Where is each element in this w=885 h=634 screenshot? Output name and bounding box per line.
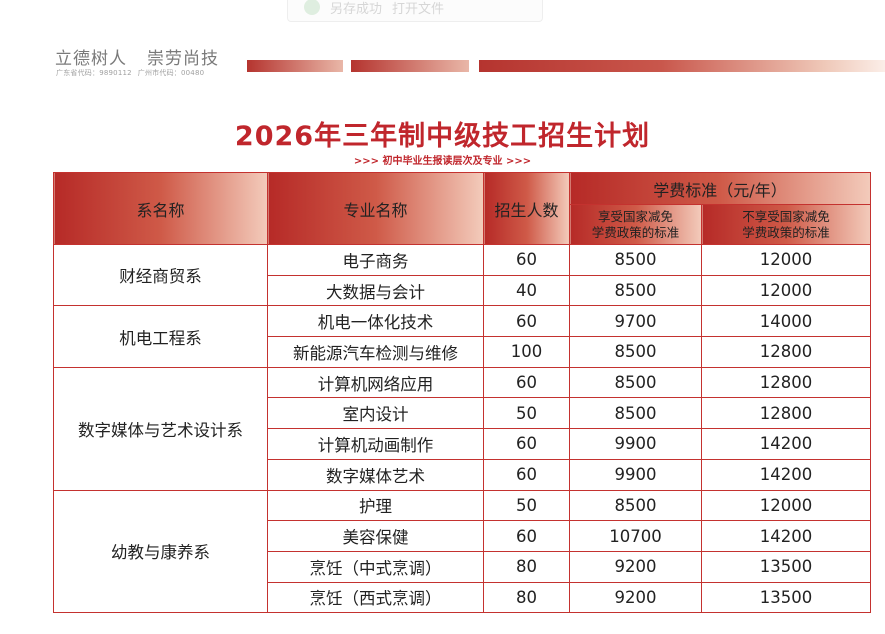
- enrollment-cell: 50: [483, 397, 570, 430]
- header-fee-reduced: 享受国家减免 学费政策的标准: [569, 204, 702, 245]
- motto-left: 立德树人: [55, 49, 127, 69]
- ghost-toolbar-item: 打开文件: [392, 1, 445, 17]
- enrollment-cell: 100: [483, 336, 570, 368]
- fee-reduced-cell: 9900: [569, 458, 702, 491]
- fee-full-cell: 13500: [701, 581, 871, 614]
- table-body: 财经商贸系 电子商务 60 8500 12000 大数据与会计 40 8500 …: [53, 243, 871, 614]
- table-row: 幼教与康养系 护理 50 8500 12000: [53, 489, 871, 614]
- department-cell: 财经商贸系: [53, 243, 268, 307]
- province-code: 广东省代码：9890112: [56, 69, 132, 77]
- table-header: 系名称 专业名称 招生人数 学费标准（元/年） 享受国家减免 学费政策的标准 不…: [53, 172, 871, 245]
- enrollment-cell: 60: [483, 305, 570, 338]
- major-cell: 烹饪（西式烹调）: [267, 581, 484, 614]
- fee-reduced-cell: 8500: [569, 336, 702, 368]
- table-row: 数字媒体艺术 60 9900 14200: [54, 458, 871, 491]
- header-fee-full-line: 不享受国家减免: [742, 208, 830, 224]
- fee-full-cell: 14200: [701, 428, 871, 460]
- city-code: 广州市代码：00480: [137, 69, 205, 77]
- header-fee: 学费标准（元/年）: [569, 172, 871, 205]
- fee-full-cell: 12800: [701, 397, 871, 430]
- fee-full-cell: 12800: [701, 336, 871, 368]
- motto-right: 崇劳尚技: [147, 49, 219, 69]
- enrollment-cell: 40: [483, 274, 570, 307]
- page-subtitle: >>> 初中毕业生报读层次及专业 >>>: [353, 156, 532, 167]
- major-cell: 计算机网络应用: [267, 366, 484, 399]
- fee-full-cell: 14200: [701, 458, 871, 491]
- page-title: 2026年三年制中级技工招生计划: [234, 121, 651, 152]
- header-enrollment: 招生人数: [483, 172, 570, 245]
- fee-reduced-cell: 9200: [569, 550, 702, 583]
- header-department: 系名称: [53, 172, 268, 245]
- enrollment-cell: 60: [483, 520, 570, 552]
- ghost-toolbar-item: 另存成功: [330, 1, 383, 17]
- fee-reduced-cell: 8500: [569, 366, 702, 399]
- fee-reduced-cell: 9200: [569, 581, 702, 614]
- major-cell: 大数据与会计: [267, 274, 484, 307]
- fee-reduced-cell: 8500: [569, 244, 702, 276]
- fee-full-cell: 12800: [701, 366, 871, 399]
- enrollment-cell: 60: [483, 428, 570, 460]
- fee-full-cell: 14200: [701, 520, 871, 552]
- ghost-toolbar: 另存成功 打开文件: [287, 0, 543, 22]
- major-cell: 新能源汽车检测与维修: [267, 336, 484, 368]
- major-cell: 室内设计: [267, 397, 484, 430]
- fee-full-cell: 13500: [701, 550, 871, 583]
- enrollment-table: 系名称 专业名称 招生人数 学费标准（元/年） 享受国家减免 学费政策的标准 不…: [53, 172, 871, 614]
- school-motto: 立德树人 崇劳尚技: [55, 44, 219, 69]
- major-cell: 数字媒体艺术: [267, 458, 484, 491]
- fee-full-cell: 12000: [701, 489, 871, 522]
- major-cell: 美容保健: [267, 520, 484, 552]
- department-cell: 机电工程系: [53, 305, 268, 368]
- header-fee-reduced-line: 学费政策的标准: [591, 224, 680, 240]
- table-row: 美容保健 60 10700 14200: [54, 520, 871, 552]
- decor-stripe: [479, 60, 885, 72]
- header-fee-reduced-line: 享受国家减免: [597, 208, 673, 224]
- table-row: 机电工程系 机电一体化技术 60 9700 14000: [53, 305, 871, 368]
- enrollment-cell: 50: [483, 489, 570, 522]
- enrollment-cell: 60: [483, 244, 570, 276]
- school-codes: 广东省代码：9890112 广州市代码：00480: [56, 68, 204, 78]
- check-icon: [304, 0, 320, 15]
- table-row: 计算机动画制作 60 9900 14200: [54, 428, 871, 460]
- fee-reduced-cell: 9700: [569, 305, 702, 338]
- table-row: 烹饪（中式烹调） 80 9200 13500: [54, 550, 871, 583]
- header-fee-full: 不享受国家减免 学费政策的标准: [701, 204, 871, 245]
- table-row: 数字媒体与艺术设计系 计算机网络应用 60 8500 12800: [53, 366, 871, 491]
- table-row: 财经商贸系 电子商务 60 8500 12000: [53, 243, 871, 307]
- major-cell: 护理: [267, 489, 484, 522]
- major-cell: 烹饪（中式烹调）: [267, 550, 484, 583]
- header-fee-full-line: 学费政策的标准: [742, 224, 830, 240]
- department-cell: 幼教与康养系: [53, 489, 268, 614]
- department-cell: 数字媒体与艺术设计系: [53, 366, 268, 491]
- header-major: 专业名称: [267, 172, 484, 245]
- fee-reduced-cell: 10700: [569, 520, 702, 552]
- table-row: 大数据与会计 40 8500 12000: [54, 274, 871, 307]
- fee-full-cell: 12000: [701, 244, 871, 276]
- major-cell: 机电一体化技术: [267, 305, 484, 338]
- fee-full-cell: 12000: [701, 274, 871, 307]
- fee-full-cell: 14000: [701, 305, 871, 338]
- major-cell: 计算机动画制作: [267, 428, 484, 460]
- fee-reduced-cell: 8500: [569, 397, 702, 430]
- table-row: 新能源汽车检测与维修 100 8500 12800: [54, 336, 871, 368]
- major-cell: 电子商务: [267, 244, 484, 276]
- enrollment-cell: 80: [483, 550, 570, 583]
- decor-stripe: [247, 60, 343, 72]
- decor-stripe: [351, 60, 469, 72]
- enrollment-cell: 60: [483, 366, 570, 399]
- table-row: 烹饪（西式烹调） 80 9200 13500: [54, 581, 871, 614]
- enrollment-cell: 60: [483, 458, 570, 491]
- fee-reduced-cell: 8500: [569, 274, 702, 307]
- fee-reduced-cell: 9900: [569, 428, 702, 460]
- table-row: 室内设计 50 8500 12800: [54, 397, 871, 430]
- enrollment-cell: 80: [483, 581, 570, 614]
- fee-reduced-cell: 8500: [569, 489, 702, 522]
